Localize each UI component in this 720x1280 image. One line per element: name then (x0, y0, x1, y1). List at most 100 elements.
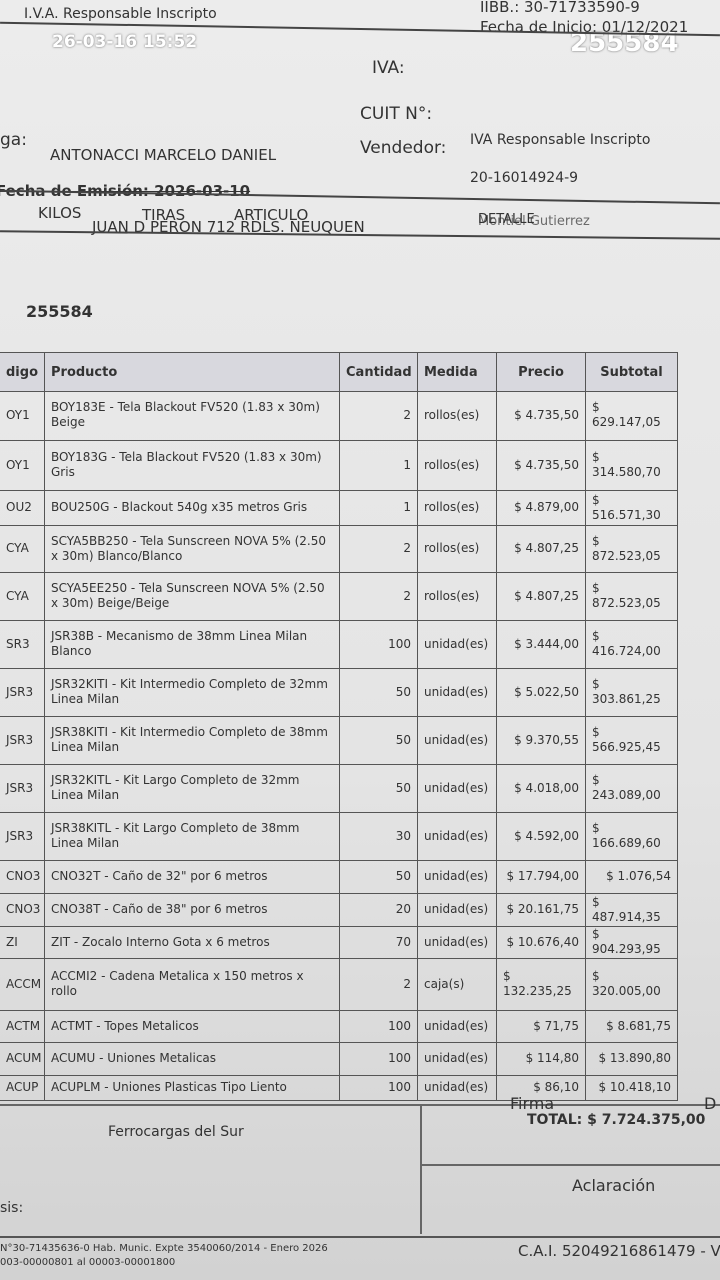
item-code: ACCM (0, 958, 45, 1010)
item-code: ACUP (0, 1075, 45, 1100)
item-unit: unidad(es) (418, 860, 497, 893)
d: D (704, 1094, 717, 1113)
seller-name: Montiel Gutierrez (478, 214, 590, 229)
item-unit: rollos(es) (418, 572, 497, 620)
item-row: OU2 BOU250G - Blackout 540g x35 metros Gr… (0, 490, 678, 526)
item-subtotal: $ 872.523,05 (586, 572, 678, 620)
item-quantity: 100 (340, 1042, 418, 1075)
item-quantity: 2 (340, 390, 418, 440)
item-code: JSR3 (0, 668, 45, 716)
item-product: JSR38KITI - Kit Intermedio Completo de 3… (45, 716, 340, 764)
item-price: $ 4.807,25 (497, 572, 586, 620)
item-subtotal: $ 13.890,80 (586, 1042, 678, 1075)
item-subtotal: $ 320.005,00 (586, 958, 678, 1010)
rule (0, 1236, 720, 1238)
item-price: $ 9.370,55 (497, 716, 586, 764)
rule (420, 1164, 720, 1166)
item-code: OY1 (0, 390, 45, 440)
legal-line-1: N°30-71435636-0 Hab. Munic. Expte 354006… (0, 1243, 328, 1254)
item-code: ACTM (0, 1010, 45, 1042)
item-code: ACUM (0, 1042, 45, 1075)
item-unit: caja(s) (418, 958, 497, 1010)
item-row: JSR3 JSR32KITI - Kit Intermedio Completo … (0, 668, 678, 717)
item-row: JSR3 JSR38KITL - Kit Largo Completo de 38… (0, 812, 678, 861)
item-subtotal: $ 1.076,54 (586, 860, 678, 893)
item-quantity: 20 (340, 893, 418, 926)
signature: Firma (510, 1094, 555, 1113)
item-row: CYA SCYA5BB250 - Tela Sunscreen NOVA 5% (… (0, 525, 678, 573)
item-quantity: 1 (340, 440, 418, 490)
cuit-label: CUIT N°: (360, 104, 433, 124)
item-unit: rollos(es) (418, 390, 497, 440)
item-product: CNO32T - Caño de 32" por 6 metros (45, 860, 340, 893)
column-header: Medida (418, 353, 497, 391)
item-price: $ 71,75 (497, 1010, 586, 1042)
item-code: CYA (0, 525, 45, 572)
item-unit: unidad(es) (418, 1075, 497, 1100)
legal-line-2: 003-00000801 al 00003-00001800 (0, 1257, 176, 1268)
item-row: ACCM ACCMI2 - Cadena Metalica x 150 metro… (0, 958, 678, 1011)
item-product: JSR38B - Mecanismo de 38mm Linea Milan B… (45, 620, 340, 668)
item-row: ACUP ACUPLM - Uniones Plasticas Tipo Lien… (0, 1075, 678, 1101)
item-unit: unidad(es) (418, 620, 497, 668)
item-product: SCYA5EE250 - Tela Sunscreen NOVA 5% (2.5… (45, 572, 340, 620)
item-code: JSR3 (0, 764, 45, 812)
item-price: $ 20.161,75 (497, 893, 586, 926)
item-code: OY1 (0, 440, 45, 490)
item-quantity: 100 (340, 1010, 418, 1042)
item-quantity: 2 (340, 525, 418, 572)
item-quantity: 100 (340, 620, 418, 668)
seller-cuit: 20-16014924-9 (470, 170, 579, 186)
item-row: SR3 JSR38B - Mecanismo de 38mm Linea Mila… (0, 620, 678, 669)
item-subtotal: $ 243.089,00 (586, 764, 678, 812)
item-product: BOY183G - Tela Blackout FV520 (1.83 x 30… (45, 440, 340, 490)
clarification: Aclaración (572, 1176, 656, 1195)
item-code: CNO3 (0, 860, 45, 893)
item-product: JSR32KITI - Kit Intermedio Completo de 3… (45, 668, 340, 716)
item-subtotal: $ 566.925,45 (586, 716, 678, 764)
iva-status: I.V.A. Responsable Inscripto (24, 6, 217, 22)
total: TOTAL: $ 7.724.375,00 (527, 1112, 706, 1128)
item-product: ACCMI2 - Cadena Metalica x 150 metros x … (45, 958, 340, 1010)
item-unit: rollos(es) (418, 440, 497, 490)
item-code: SR3 (0, 620, 45, 668)
item-product: ACUPLM - Uniones Plasticas Tipo Liento (45, 1075, 340, 1100)
item-price: $ 4.018,00 (497, 764, 586, 812)
item-quantity: 70 (340, 926, 418, 958)
item-unit: unidad(es) (418, 1042, 497, 1075)
item-subtotal: $ 166.689,60 (586, 812, 678, 860)
item-price: $ 17.794,00 (497, 860, 586, 893)
item-row: JSR3 JSR32KITL - Kit Largo Completo de 32… (0, 764, 678, 813)
item-row: CNO3 CNO32T - Caño de 32" por 6 metros 50 u… (0, 860, 678, 894)
item-row: ZI ZIT - Zocalo Interno Gota x 6 metros 70… (0, 926, 678, 959)
item-unit: rollos(es) (418, 525, 497, 572)
item-quantity: 50 (340, 764, 418, 812)
item-price: $ 86,10 (497, 1075, 586, 1100)
item-quantity: 30 (340, 812, 418, 860)
iva-label: IVA: (372, 58, 405, 78)
item-unit: unidad(es) (418, 1010, 497, 1042)
transport: Ferrocargas del Sur (108, 1124, 244, 1140)
detalle: DETALLE (478, 212, 535, 227)
item-unit: unidad(es) (418, 893, 497, 926)
item-price: $ 132.235,25 (497, 958, 586, 1010)
iibb: IIBB.: 30-71733590-9 (480, 0, 640, 16)
item-unit: unidad(es) (418, 668, 497, 716)
item-price: $ 5.022,50 (497, 668, 586, 716)
item-code: ZI (0, 926, 45, 958)
item-unit: unidad(es) (418, 764, 497, 812)
item-product: JSR38KITL - Kit Largo Completo de 38mm L… (45, 812, 340, 860)
item-price: $ 4.592,00 (497, 812, 586, 860)
seller-label: Vendedor: (360, 138, 447, 158)
item-unit: rollos(es) (418, 490, 497, 525)
column-header: Producto (45, 353, 340, 391)
tiras: TIRAS (142, 206, 186, 224)
item-quantity: 50 (340, 668, 418, 716)
item-row: OY1 BOY183G - Tela Blackout FV520 (1.83 x… (0, 440, 678, 491)
item-product: JSR32KITL - Kit Largo Completo de 32mm L… (45, 764, 340, 812)
item-code: CYA (0, 572, 45, 620)
item-code: OU2 (0, 490, 45, 525)
item-quantity: 2 (340, 958, 418, 1010)
kilos: KILOS (38, 204, 82, 222)
